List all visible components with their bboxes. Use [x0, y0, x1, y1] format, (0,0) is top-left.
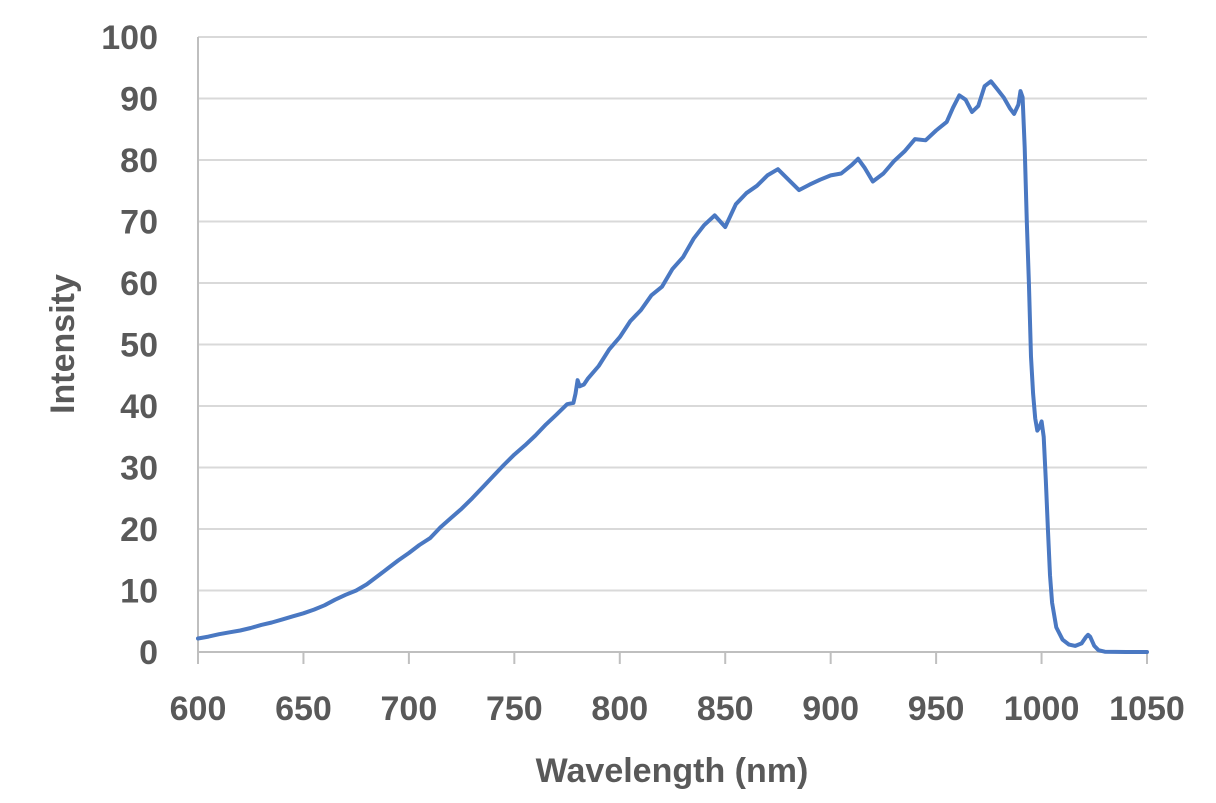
x-tick-label-700: 700 — [381, 690, 438, 728]
x-tick-label-750: 750 — [486, 690, 543, 728]
y-tick-label-20: 20 — [120, 511, 158, 549]
x-tick-label-1000: 1000 — [1004, 690, 1080, 728]
gridlines — [198, 36, 1147, 592]
x-tick-label-1050: 1050 — [1109, 690, 1185, 728]
y-tick-label-70: 70 — [120, 204, 158, 242]
series-layer — [196, 79, 1149, 654]
x-tick-label-800: 800 — [591, 690, 648, 728]
x-tick-label-600: 600 — [170, 690, 227, 728]
x-axis-title: Wavelength (nm) — [536, 752, 809, 790]
y-axis-title: Intensity — [44, 274, 82, 414]
y-tick-label-40: 40 — [120, 388, 158, 426]
y-tick-label-60: 60 — [120, 265, 158, 303]
series-line-0 — [196, 79, 1149, 654]
x-tick-label-900: 900 — [802, 690, 859, 728]
y-tick-label-100: 100 — [101, 19, 158, 57]
y-tick-label-50: 50 — [120, 327, 158, 365]
axes — [197, 37, 1148, 664]
y-tick-label-0: 0 — [139, 634, 158, 672]
y-tick-label-90: 90 — [120, 81, 158, 119]
x-tick-labels: 600 650 700 750 800 850 900 950 1000 1050 — [170, 690, 1185, 728]
y-tick-label-30: 30 — [120, 450, 158, 488]
y-tick-labels: 0 10 20 30 40 50 60 70 80 90 100 — [101, 19, 158, 672]
y-tick-label-80: 80 — [120, 142, 158, 180]
x-tick-label-850: 850 — [697, 690, 754, 728]
y-tick-label-10: 10 — [120, 573, 158, 611]
x-tick-label-950: 950 — [908, 690, 965, 728]
x-tick-label-650: 650 — [275, 690, 332, 728]
